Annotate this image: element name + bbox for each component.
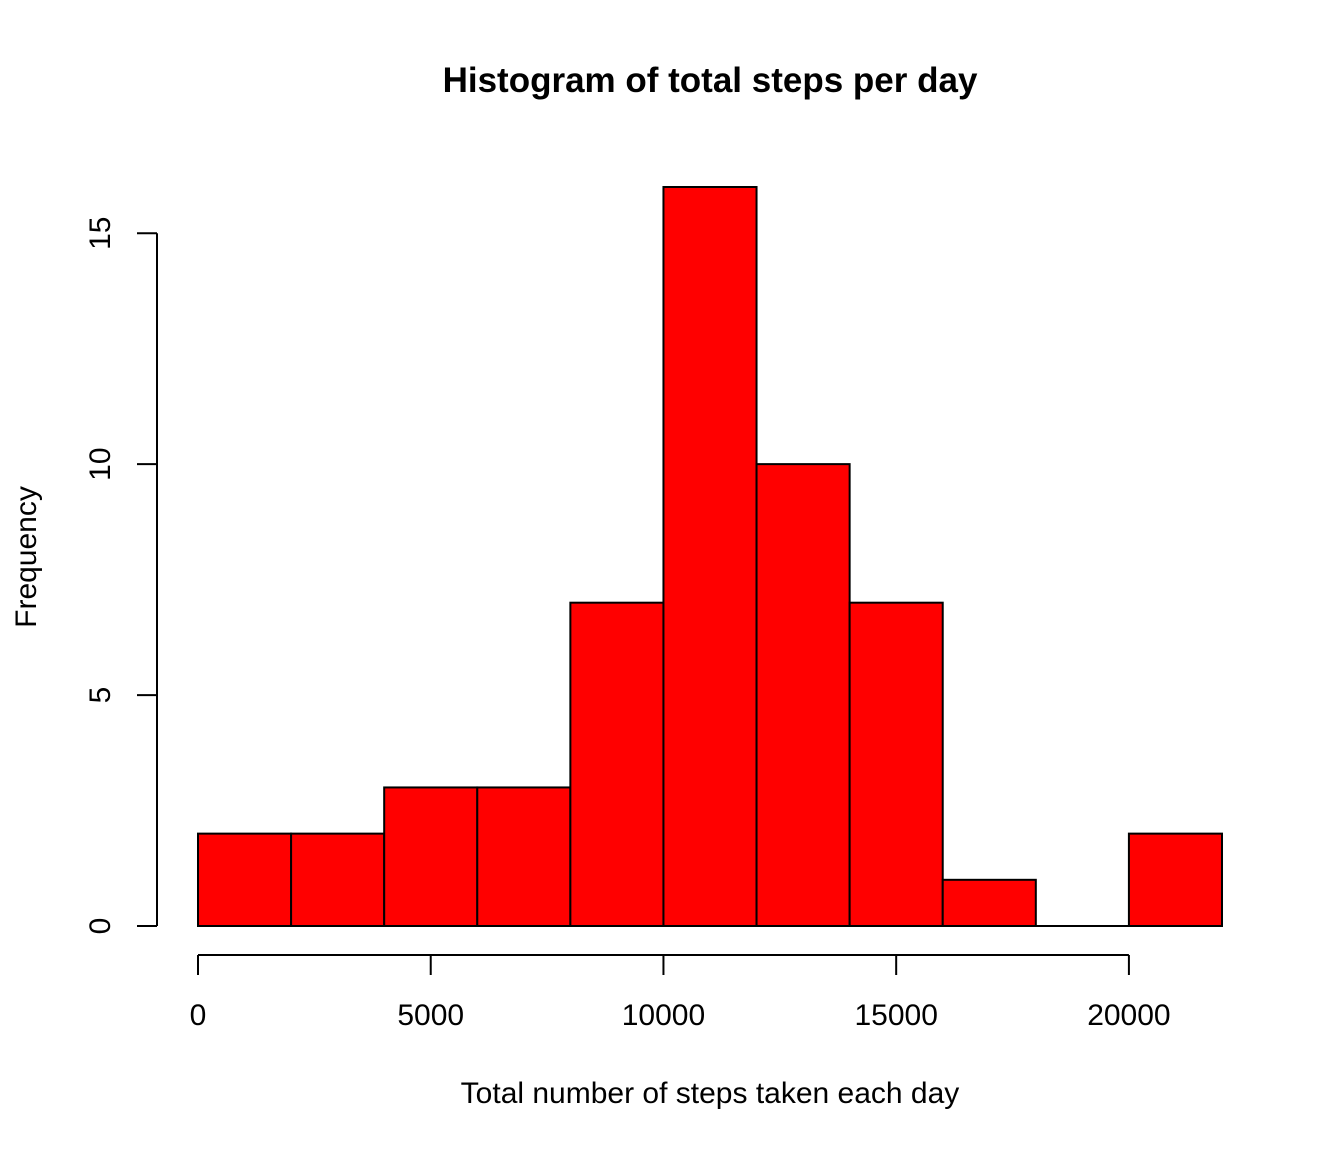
x-tick-label: 10000: [622, 999, 705, 1032]
histogram-bar: [476, 786, 572, 927]
y-ticks-group: 0 5 10 15: [84, 217, 157, 935]
histogram-bar: [569, 601, 665, 927]
y-tick-label: 0: [84, 918, 117, 935]
y-tick-label: 10: [84, 447, 117, 480]
x-axis-label: Total number of steps taken each day: [461, 1077, 960, 1110]
y-tick-label: 5: [84, 687, 117, 704]
chart-title: Histogram of total steps per day: [443, 61, 978, 100]
histogram-bar: [290, 832, 386, 927]
bars-group: [197, 186, 1223, 927]
x-ticks-group: 0 5000 10000 15000 20000: [190, 955, 1171, 1032]
x-tick-label: 5000: [397, 999, 464, 1032]
histogram-bar: [941, 878, 1037, 927]
x-tick-label: 20000: [1087, 999, 1170, 1032]
histogram-bar: [755, 463, 851, 927]
x-tick-label: 15000: [854, 999, 937, 1032]
histogram-bar: [383, 786, 479, 927]
y-axis-label: Frequency: [10, 486, 43, 628]
x-tick-label: 0: [190, 999, 207, 1032]
y-tick-label: 15: [84, 217, 117, 250]
histogram-bar: [197, 832, 293, 927]
histogram-bar: [662, 186, 758, 927]
histogram-bar: [848, 601, 944, 927]
histogram-bar: [1127, 832, 1223, 927]
